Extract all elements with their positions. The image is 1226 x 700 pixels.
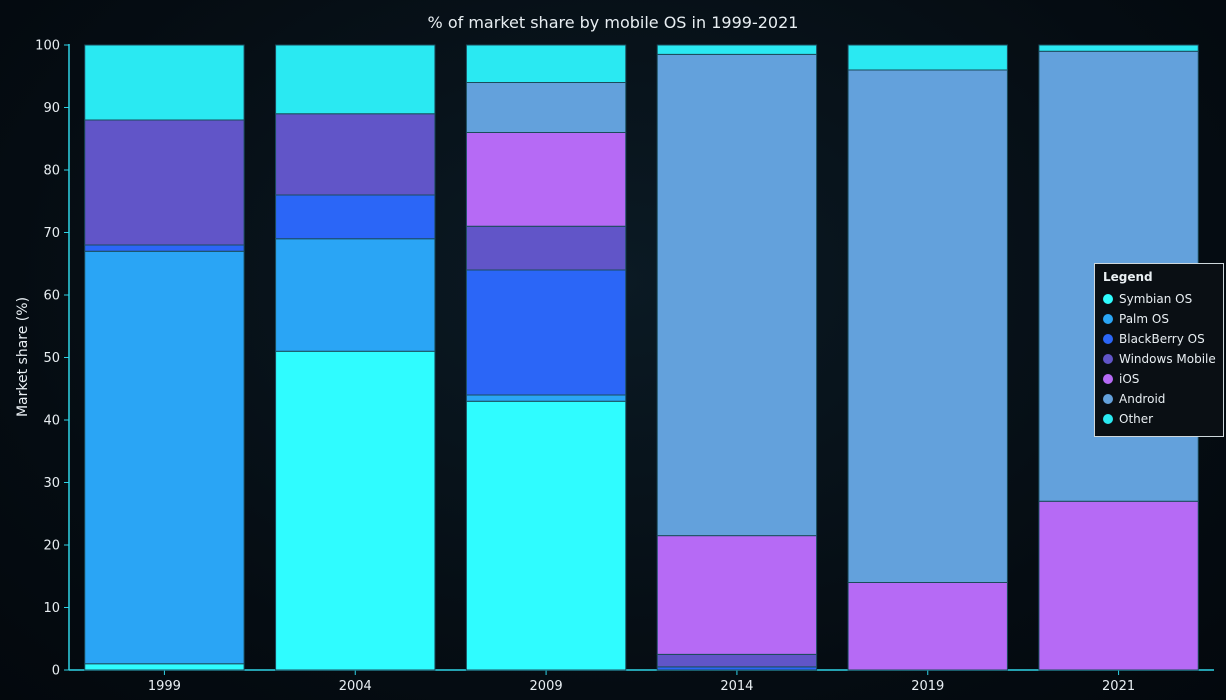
bar-segment (275, 238, 436, 352)
legend-label: Windows Mobile (1119, 352, 1216, 366)
legend-entry: iOS (1103, 369, 1215, 389)
legend-swatch (1103, 354, 1113, 364)
bar-segment (275, 350, 436, 671)
bar-segment (656, 653, 818, 668)
y-tick-label: 70 (43, 226, 60, 241)
y-tick-label: 90 (43, 101, 60, 116)
legend-label: Other (1119, 412, 1154, 426)
y-tick-label: 10 (43, 601, 60, 616)
legend-swatch (1103, 394, 1113, 404)
legend-swatch (1103, 374, 1113, 384)
bar-segment (656, 44, 818, 55)
bar-segment (84, 44, 245, 121)
legend-swatch (1103, 314, 1113, 324)
legend-entry: Symbian OS (1103, 289, 1215, 309)
y-tick-label: 0 (52, 664, 60, 679)
bar-segment (847, 582, 1008, 671)
y-tick-label: 30 (43, 476, 60, 491)
bar-segment (84, 250, 245, 665)
x-tick-label: 2014 (720, 679, 753, 694)
y-tick-label: 80 (43, 164, 60, 179)
bar-segment (84, 663, 245, 671)
chart-title: % of market share by mobile OS in 1999-2… (428, 13, 799, 32)
bars (84, 44, 1199, 671)
bar-segment (656, 535, 818, 655)
bar-segment (465, 132, 627, 227)
legend-label: Android (1119, 392, 1166, 406)
bar-segment (1038, 44, 1199, 52)
legend-swatch (1103, 414, 1113, 424)
legend-entry: Android (1103, 389, 1215, 409)
legend-items: Symbian OS Palm OS BlackBerry OS Windows Mo… (1103, 289, 1216, 429)
legend: Legend Symbian OS Palm OS BlackBerry OS Win… (1094, 263, 1224, 437)
bar-segment (1038, 500, 1199, 671)
x-tick-label: 1999 (148, 679, 181, 694)
legend-entry: BlackBerry OS (1103, 329, 1215, 349)
axes: 0 10 20 30 40 50 60 70 80 90 100 1999 2004 2009 2014 20… (35, 39, 1214, 694)
bar-segment (465, 269, 627, 396)
bar-segment (84, 119, 245, 246)
bar-segment (465, 400, 627, 671)
legend-entry: Other (1103, 409, 1215, 429)
legend-swatch (1103, 334, 1113, 344)
bar-segment (465, 82, 627, 133)
y-tick-label: 60 (43, 289, 60, 304)
bar-segment (84, 244, 245, 252)
legend-label: iOS (1119, 372, 1140, 386)
legend-label: Symbian OS (1119, 292, 1193, 306)
x-tick-label: 2009 (530, 679, 563, 694)
bar-segment (275, 194, 436, 240)
x-tick-label: 2019 (911, 679, 944, 694)
y-tick-label: 50 (43, 351, 60, 366)
legend-entry: Palm OS (1103, 309, 1215, 329)
legend-entry: Windows Mobile (1103, 349, 1216, 369)
bar-segment (847, 44, 1008, 71)
bar-segment (847, 69, 1008, 583)
legend-label: BlackBerry OS (1119, 332, 1205, 346)
bar-segment (465, 394, 627, 402)
y-axis-label: Market share (%) (15, 297, 31, 417)
legend-swatch (1103, 294, 1113, 304)
y-tick-label: 100 (35, 39, 60, 54)
bar-segment (465, 44, 627, 83)
y-tick-label: 20 (43, 539, 60, 554)
bar-segment (275, 113, 436, 196)
y-tick-label: 40 (43, 414, 60, 429)
x-tick-label: 2004 (339, 679, 372, 694)
x-tick-label: 2021 (1102, 679, 1135, 694)
bar-segment (656, 53, 818, 537)
bar-segment (275, 44, 436, 115)
legend-label: Palm OS (1119, 312, 1169, 326)
bar-segment (465, 225, 627, 271)
legend-title: Legend (1103, 270, 1153, 284)
